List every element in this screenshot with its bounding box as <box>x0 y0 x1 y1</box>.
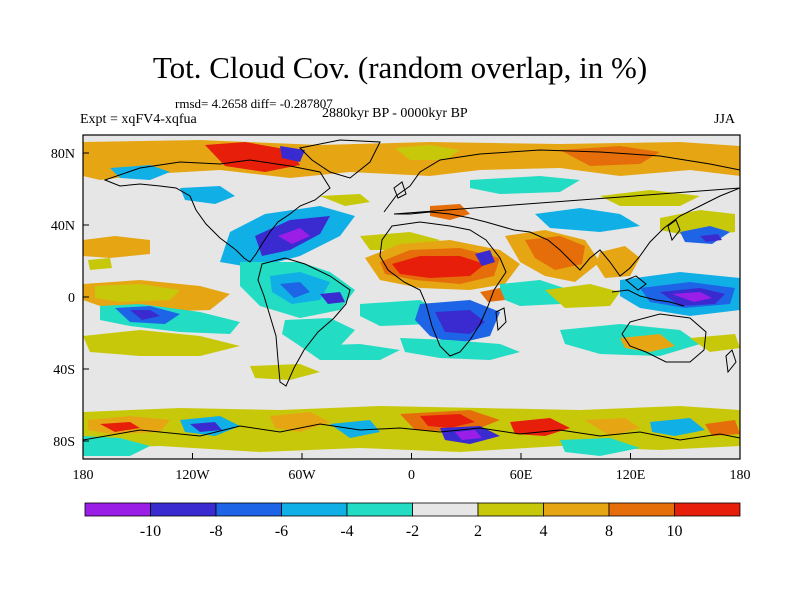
patch <box>700 234 722 242</box>
patch <box>600 190 700 206</box>
colorbar-swatch <box>150 502 217 517</box>
coastline-indonesia <box>611 275 685 307</box>
patch <box>420 414 475 428</box>
coastlines <box>83 139 740 441</box>
season-label: JJA <box>714 112 736 127</box>
colorbar-swatch <box>543 502 610 517</box>
colorbar: -10 -8 -6 -4 -2 2 4 8 10 <box>84 502 741 540</box>
patch <box>475 250 495 266</box>
patch <box>705 420 740 436</box>
colorbar-swatch <box>84 502 151 517</box>
patch <box>250 364 320 380</box>
x-tick-label: 60W <box>288 468 316 483</box>
coastline-madagascar <box>495 307 507 332</box>
experiment-label: Expt = xqFV4-xqfua <box>80 112 197 127</box>
patch <box>525 236 585 270</box>
coastline-japan <box>667 219 681 242</box>
x-tick-label: 180 <box>730 468 751 483</box>
y-tick-label: 0 <box>68 291 75 306</box>
y-tick-label: 40S <box>53 363 75 378</box>
patch <box>392 256 485 278</box>
patch <box>130 310 160 320</box>
colorbar-swatch <box>412 502 479 517</box>
patch <box>596 246 640 278</box>
patch <box>500 280 570 306</box>
patch <box>545 284 620 308</box>
patch <box>300 344 400 360</box>
patch <box>672 292 712 302</box>
patch <box>110 165 170 180</box>
x-tick-label: 0 <box>408 468 415 483</box>
coastline-greenland <box>298 139 381 179</box>
patch <box>650 418 705 436</box>
colorbar-swatch <box>346 502 413 517</box>
y-tick-label: 40N <box>51 219 75 234</box>
y-axis: 80N 40N 0 40S 80S <box>51 147 89 450</box>
patch <box>180 186 235 204</box>
y-tick-label: 80S <box>53 435 75 450</box>
patch <box>205 142 300 172</box>
patch <box>190 422 222 432</box>
colorbar-swatch <box>674 502 741 517</box>
patch <box>320 292 345 304</box>
x-tick-label: 180 <box>73 468 94 483</box>
coastline-north-america <box>103 159 331 263</box>
colorbar-swatch <box>477 502 544 517</box>
colorbar-label: -2 <box>406 523 419 540</box>
colorbar-label: -6 <box>275 523 288 540</box>
x-tick-label: 120E <box>616 468 646 483</box>
patch <box>270 412 330 432</box>
patch <box>83 236 150 258</box>
coastline-antarctica <box>83 423 740 441</box>
stats-text: rmsd= 4.2658 diff= -0.287807 <box>175 96 333 111</box>
patch <box>88 258 112 270</box>
patch <box>320 194 370 206</box>
patch <box>510 418 570 436</box>
x-tick-label: 120W <box>175 468 210 483</box>
colorbar-swatch <box>608 502 675 517</box>
period-text: 2880kyr BP - 0000kyr BP <box>322 106 468 121</box>
colorbar-label: -8 <box>209 523 222 540</box>
patch <box>95 284 180 302</box>
patch <box>400 338 520 360</box>
x-axis: 180 120W 60W 0 60E 120E 180 <box>73 453 751 483</box>
coastline-eurasia <box>383 149 740 277</box>
patch <box>83 436 150 456</box>
plot-title: Tot. Cloud Cov. (random overlap, in %) <box>152 50 648 85</box>
colorbar-label: 2 <box>474 523 482 540</box>
patch <box>83 330 240 356</box>
anomaly-patches <box>83 140 740 456</box>
map-field <box>83 135 740 459</box>
colorbar-label: 8 <box>605 523 613 540</box>
coastline-new-zealand <box>725 349 737 374</box>
patch <box>470 176 580 194</box>
colorbar-label: -4 <box>340 523 353 540</box>
patch <box>690 334 740 352</box>
coastline-uk <box>393 181 407 199</box>
patch <box>455 430 482 440</box>
patch <box>280 282 310 298</box>
patch <box>535 208 640 232</box>
colorbar-swatch <box>281 502 348 517</box>
patch <box>100 422 140 432</box>
coastline-africa <box>379 221 507 357</box>
patch <box>278 228 310 244</box>
patch <box>395 145 460 160</box>
colorbar-label: -10 <box>140 523 161 540</box>
patch <box>435 310 485 334</box>
coastline-australia <box>621 313 707 363</box>
colorbar-label: 10 <box>667 523 683 540</box>
y-tick-label: 80N <box>51 147 75 162</box>
colorbar-swatch <box>215 502 282 517</box>
patch <box>280 146 305 162</box>
patch <box>560 438 640 456</box>
coastline-south-america <box>257 257 351 387</box>
x-tick-label: 60E <box>510 468 533 483</box>
patch <box>585 418 640 436</box>
colorbar-label: 4 <box>540 523 548 540</box>
